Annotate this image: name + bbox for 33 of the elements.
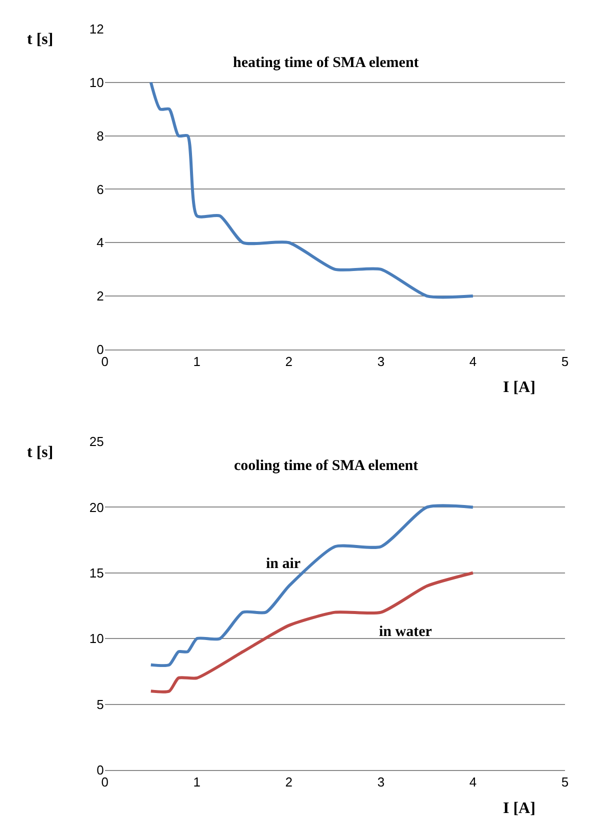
y-tick-label: 0 <box>96 762 104 778</box>
line-series <box>149 80 474 299</box>
series-label: in water <box>379 624 432 640</box>
x-tick-label: 3 <box>377 774 385 790</box>
x-tick-label: 4 <box>469 354 477 370</box>
y-axis-title: t [s] <box>27 31 54 48</box>
x-tick-label: 5 <box>561 354 569 370</box>
y-tick-label: 20 <box>89 500 104 515</box>
annotation: cooling time of SMA element <box>234 458 418 474</box>
y-tick-label: 10 <box>89 631 104 646</box>
x-tick-label: 2 <box>285 354 293 370</box>
y-axis-title: t [s] <box>27 444 54 461</box>
y-tick-label: 25 <box>89 434 104 450</box>
x-tick-label: 5 <box>561 774 569 790</box>
line-series <box>149 571 474 694</box>
x-tick-label: 4 <box>469 774 477 790</box>
x-axis-title: I [A] <box>503 379 536 396</box>
x-tick-label: 3 <box>377 354 385 370</box>
y-tick-label: 10 <box>89 74 104 90</box>
y-tick-label: 15 <box>89 565 104 580</box>
x-tick-label: 1 <box>193 354 201 370</box>
y-tick-label: 8 <box>96 128 104 144</box>
y-tick-label: 2 <box>96 288 104 304</box>
y-tick-label: 12 <box>89 22 104 37</box>
y-tick-label: 4 <box>96 235 104 250</box>
annotation: heating time of SMA element <box>233 55 419 71</box>
y-tick-label: 6 <box>96 182 104 197</box>
x-tick-label: 2 <box>285 774 293 790</box>
series-label: in air <box>266 556 301 572</box>
y-tick-label: 5 <box>96 696 104 712</box>
y-tick-label: 0 <box>96 342 104 357</box>
x-tick-label: 1 <box>193 774 201 790</box>
x-axis-title: I [A] <box>503 800 536 817</box>
